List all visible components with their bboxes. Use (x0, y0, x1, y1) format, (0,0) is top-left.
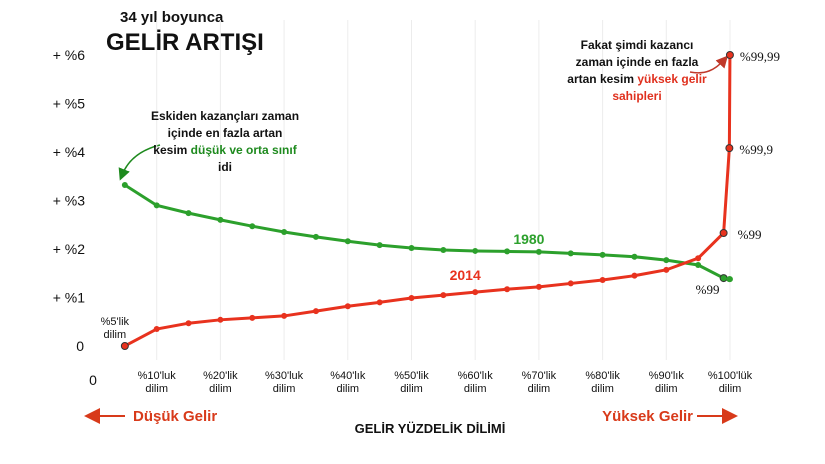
data-point (281, 312, 288, 319)
data-point (663, 257, 670, 264)
point-label: %99 (696, 282, 720, 297)
data-point (535, 283, 542, 290)
data-point (472, 289, 479, 296)
data-point (344, 303, 351, 310)
high-label: Yüksek Gelir (602, 408, 693, 425)
x-tick-label: %100'lük dilim (707, 370, 753, 395)
annotation-text: idi (218, 160, 232, 174)
series-line (124, 54, 732, 348)
y-tick-label: 0 (76, 338, 84, 354)
data-point (249, 314, 256, 321)
x-tick-label: 0 (89, 372, 97, 388)
data-point (663, 266, 670, 273)
data-point (567, 250, 574, 257)
data-point (312, 308, 319, 315)
x-tick-label: %70'lik dilim (521, 370, 557, 395)
data-point (504, 286, 511, 293)
data-point (725, 144, 734, 153)
x-tick-label: %20'lik dilim (203, 370, 238, 395)
data-point (472, 247, 479, 254)
data-point (185, 210, 192, 217)
data-point (719, 274, 728, 283)
annotation-text: Eskiden kazançları zaman içinde en fazla… (150, 109, 300, 157)
y-tick-label: + %4 (53, 144, 86, 160)
y-tick-label: + %3 (53, 193, 86, 209)
data-point (719, 228, 728, 237)
point-label: %99 (738, 227, 762, 242)
data-point (121, 181, 128, 188)
annotation-arrow (689, 55, 729, 74)
data-point (376, 299, 383, 306)
x-tick-label: %10'luk dilim (137, 370, 176, 395)
y-tick-label: + %2 (53, 241, 86, 257)
data-point (725, 51, 734, 59)
x-tick-label: %80'lik dilim (585, 370, 620, 395)
subtitle: 34 yıl boyunca (120, 9, 224, 26)
point-label: %5'lik dilim (100, 316, 130, 341)
chart-title: GELİR ARTIŞI (106, 29, 264, 56)
data-point (726, 276, 733, 283)
x-tick-label: %60'lık dilim (457, 370, 493, 395)
data-point (408, 294, 415, 301)
data-point (344, 238, 351, 245)
y-tick-label: + %1 (53, 290, 86, 306)
data-point (217, 216, 224, 223)
data-point (440, 292, 447, 299)
annotation: Eskiden kazançları zaman içinde en fazla… (150, 108, 300, 176)
series-line (124, 183, 730, 281)
y-tick-label: + %5 (53, 96, 86, 112)
data-point (153, 202, 160, 209)
x-tick-label: %50'lik dilim (394, 370, 429, 395)
x-tick-label: %40'lık dilim (330, 370, 366, 395)
data-point (408, 245, 415, 252)
data-point (631, 272, 638, 279)
data-point (281, 229, 288, 236)
data-point (440, 246, 447, 253)
x-tick-label: %30'luk dilim (265, 370, 304, 395)
low-label: Düşük Gelir (133, 408, 217, 425)
data-point (376, 242, 383, 249)
data-point (631, 253, 638, 260)
point-label: %99,99 (740, 49, 780, 64)
data-point (567, 280, 574, 287)
data-point (695, 262, 702, 269)
data-point (504, 248, 511, 255)
point-label: %99,9 (739, 142, 773, 157)
data-point (535, 248, 542, 255)
annotation: Fakat şimdi kazancı zaman içinde en fazl… (562, 37, 712, 105)
data-point (217, 316, 224, 323)
series-name: 2014 (450, 267, 481, 283)
data-point (599, 251, 606, 258)
series-name: 1980 (513, 231, 544, 247)
data-point (312, 233, 319, 240)
data-point (153, 326, 160, 333)
annotation-text: Fakat şimdi kazancı zaman içinde en fazl… (567, 38, 699, 86)
data-point (599, 277, 606, 284)
data-point (695, 255, 702, 262)
data-point (185, 320, 192, 327)
data-point (249, 223, 256, 230)
x-axis-title: GELİR YÜZDELİK DİLİMİ (355, 421, 506, 436)
annotation-highlight: yüksek gelir sahipleri (612, 72, 707, 103)
data-point (120, 342, 129, 350)
x-tick-label: %90'lık dilim (648, 370, 684, 395)
y-tick-label: + %6 (53, 47, 86, 63)
annotation-highlight: düşük ve orta sınıf (190, 143, 297, 157)
annotation-arrow (118, 144, 161, 181)
